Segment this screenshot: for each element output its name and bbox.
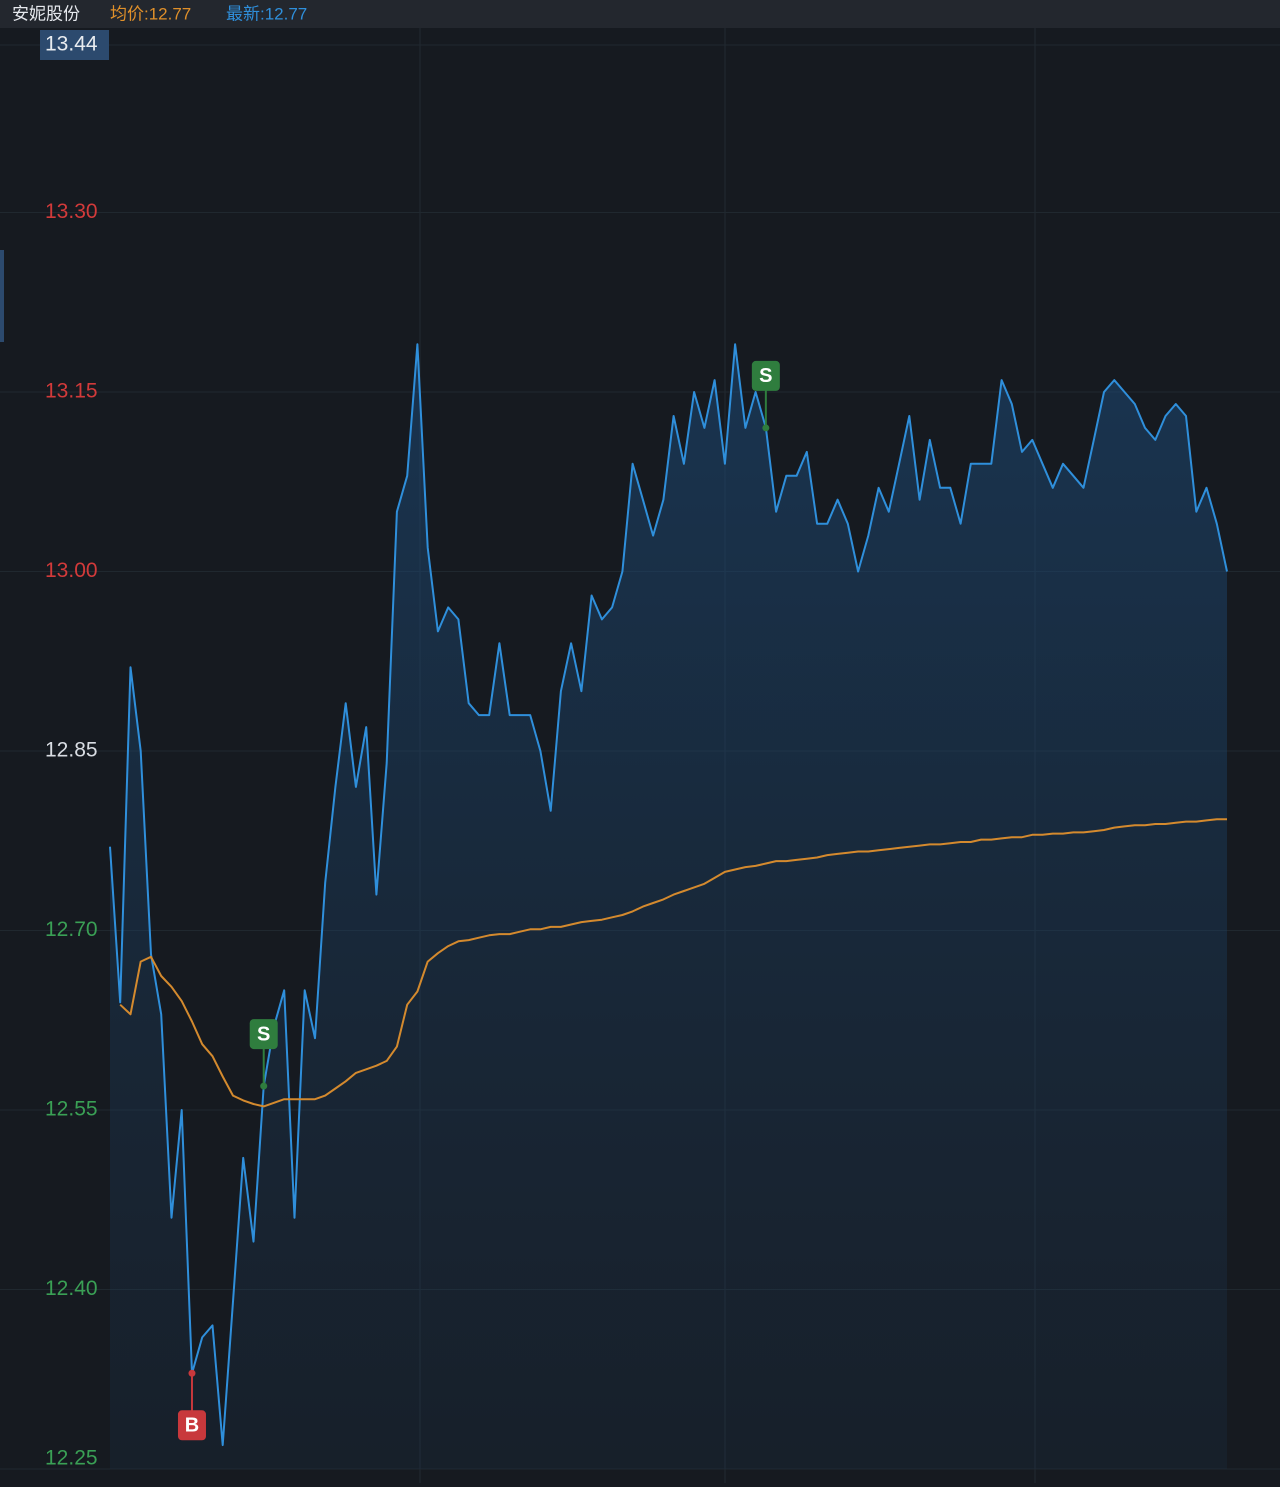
side-accent [0,250,4,342]
header-bar [0,0,1280,28]
trade-point [762,424,770,432]
trade-label: S [759,365,772,387]
trade-label: S [257,1023,270,1045]
y-tick-label: 12.55 [45,1098,98,1121]
avg-price: 均价:12.77 [110,4,191,23]
price-line [109,343,1228,1447]
y-tick-label: 13.44 [45,33,98,56]
avg-line [119,818,1227,1108]
trade-point [260,1082,268,1090]
price-area [110,344,1227,1470]
tick-box [40,30,109,60]
y-tick-label: 13.15 [45,380,98,403]
trade-label: B [185,1415,199,1437]
y-tick-label: 13.00 [45,559,98,582]
y-axis: 12.25 12.40 12.55 12.70 12.85 13.00 13.15 13.30… [40,30,109,1470]
trade-badge [249,1019,278,1050]
trade-badge [751,360,780,391]
y-tick-label: 12.85 [45,739,98,762]
y-tick-label: 12.25 [45,1447,98,1470]
y-tick-label: 12.40 [45,1277,98,1300]
stock-name: 安妮股份 [12,4,80,23]
y-tick-label: 12.70 [45,918,98,941]
last-price: 最新:12.77 [226,4,307,23]
trade-badge [177,1410,206,1441]
trade-point [188,1369,196,1377]
y-tick-label: 13.30 [45,200,98,223]
plot: B S S [109,343,1228,1470]
